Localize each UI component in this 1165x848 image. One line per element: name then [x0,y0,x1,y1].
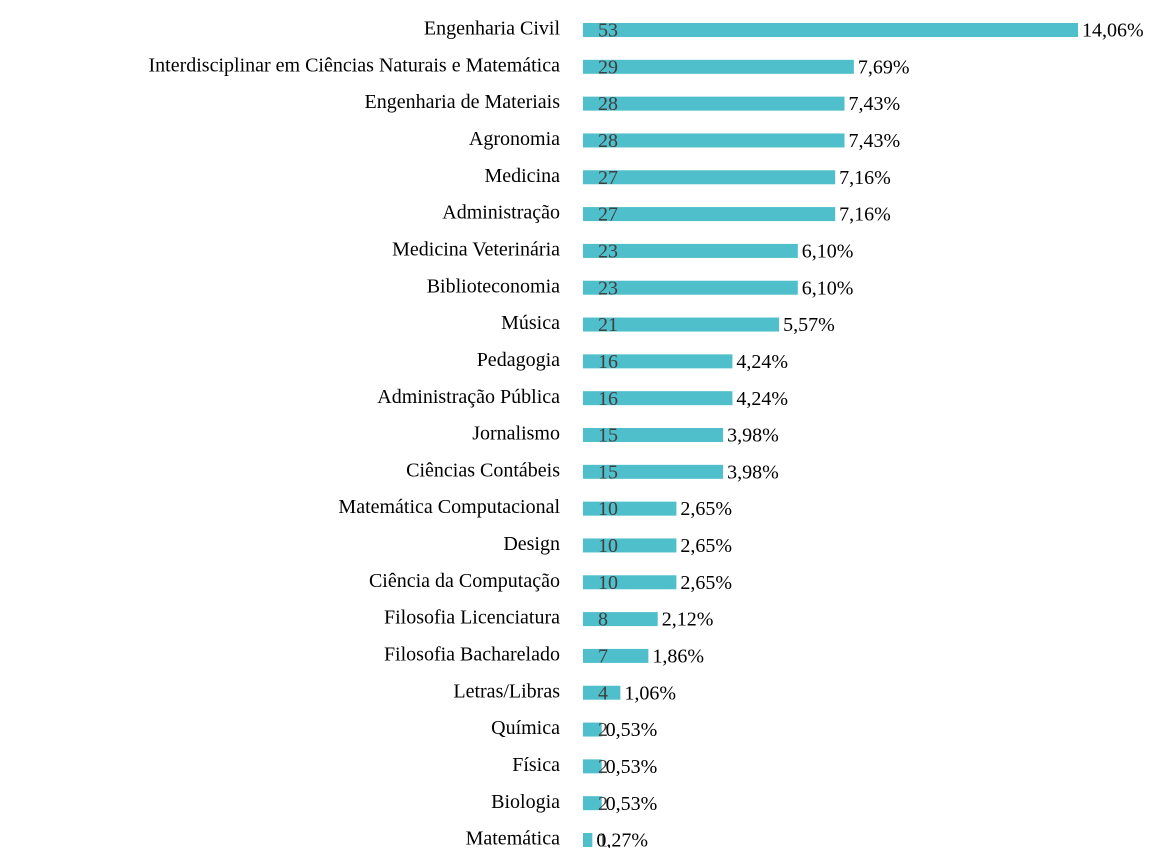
count-label: 16 [598,351,618,373]
bar [583,243,798,258]
share-label: 7,16% [839,204,891,226]
category-label: Medicina Veterinária [392,239,560,261]
share-label: 4,24% [736,388,788,410]
share-label: 2,65% [680,572,732,594]
bar [583,685,621,700]
share-label: 3,98% [727,425,779,447]
bar [583,133,845,148]
category-label: Agronomia [469,128,560,150]
category-label: Administração [442,202,560,224]
count-label: 1 [598,830,608,848]
count-label: 27 [598,204,618,226]
bar [583,538,677,553]
category-label: Ciência da Computação [369,570,560,592]
share-label: 0,27% [596,830,648,848]
category-label: Música [501,312,560,334]
bar [583,428,724,442]
bar [583,759,602,774]
bar [583,501,677,516]
category-label: Matemática [466,828,561,848]
share-label: 2,65% [680,535,732,557]
category-label: Filosofia Licenciatura [384,607,560,629]
share-label: 5,57% [783,314,835,336]
bar [583,575,677,590]
share-label: 7,43% [849,130,901,152]
bar [583,23,1078,37]
bar [583,59,854,74]
share-label: 14,06% [1082,20,1144,42]
bar [583,354,733,369]
category-label: Letras/Libras [453,680,560,702]
share-label: 2,65% [680,498,732,520]
count-label: 16 [598,388,618,410]
category-label: Administração Pública [377,386,560,408]
category-label: Filosofia Bacharelado [384,644,560,666]
count-label: 2 [598,719,608,741]
count-label: 10 [598,498,618,520]
bar [583,612,658,627]
category-label: Interdisciplinar em Ciências Naturais e … [148,54,560,76]
bar [583,464,724,479]
share-label: 6,10% [802,277,854,299]
count-label: 28 [598,93,618,115]
category-label: Jornalismo [472,423,560,445]
bar [583,391,733,406]
share-label: 7,43% [849,93,901,115]
count-label: 2 [598,793,608,815]
category-label: Biblioteconomia [427,275,560,297]
count-label: 15 [598,461,618,483]
bar [583,833,593,847]
count-label: 28 [598,130,618,152]
count-label: 15 [598,425,618,447]
category-label: Medicina [484,165,560,187]
share-label: 0,53% [606,756,658,778]
category-label: Biologia [491,791,560,813]
count-label: 53 [598,20,618,42]
category-label: Engenharia de Materiais [365,91,561,113]
share-label: 0,53% [606,719,658,741]
count-label: 10 [598,535,618,557]
count-label: 2 [598,756,608,778]
share-label: 4,24% [736,351,788,373]
category-label: Química [491,717,560,739]
share-label: 7,69% [858,56,910,78]
share-label: 1,06% [624,682,676,704]
count-label: 29 [598,56,618,78]
count-label: 23 [598,277,618,299]
share-label: 3,98% [727,461,779,483]
category-label: Design [503,533,560,555]
bar [583,648,649,663]
category-label: Matemática Computacional [338,496,560,518]
bar [583,96,845,111]
category-label: Física [512,754,560,776]
count-label: 21 [598,314,618,336]
category-label: Ciências Contábeis [406,459,560,481]
share-label: 1,86% [652,646,704,668]
share-label: 6,10% [802,241,854,263]
bar [583,796,602,811]
bar [583,170,836,185]
count-label: 23 [598,241,618,263]
bar [583,317,780,332]
bar [583,280,798,295]
count-label: 7 [598,646,608,668]
share-label: 2,12% [662,609,714,631]
count-label: 10 [598,572,618,594]
share-label: 7,16% [839,167,891,189]
category-label: Engenharia Civil [424,18,561,40]
share-label: 0,53% [606,793,658,815]
bar [583,207,836,222]
category-label: Pedagogia [477,349,560,371]
count-label: 8 [598,609,608,631]
count-label: 4 [598,682,608,704]
bar [583,722,602,737]
count-label: 27 [598,167,618,189]
